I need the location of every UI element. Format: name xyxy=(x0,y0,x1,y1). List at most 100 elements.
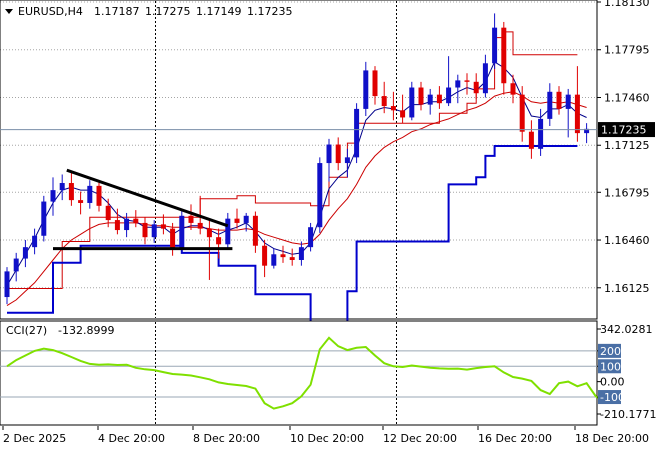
candle-body xyxy=(96,185,102,206)
candle-body xyxy=(565,94,571,109)
candle-body xyxy=(400,110,406,118)
candle-body xyxy=(114,220,120,231)
current-price-tag: 1.17235 xyxy=(598,122,655,138)
candle-body xyxy=(225,218,231,245)
ohlc-close: 1.17235 xyxy=(247,5,293,18)
candle-body xyxy=(32,235,38,248)
time-tick-label: 2 Dec 2025 xyxy=(3,432,66,445)
slow-moving-average xyxy=(6,91,587,307)
candle-body xyxy=(381,96,387,107)
price-tick-label: 1.17460 xyxy=(604,91,650,104)
candle-body xyxy=(188,215,194,223)
candle-body xyxy=(418,87,424,105)
candle-body xyxy=(151,224,157,238)
candle-body xyxy=(4,271,10,298)
candle-body xyxy=(252,215,258,246)
time-axis[interactable]: 2 Dec 2025 4 Dec 20:00 8 Dec 20:00 10 Dec 2… xyxy=(2,426,649,445)
ohlc-low: 1.17149 xyxy=(196,5,242,18)
chart-header: EURUSD,H4 1.17187 1.17275 1.17149 1.1723… xyxy=(5,5,293,18)
candle-body xyxy=(216,237,222,245)
candle-body xyxy=(50,190,56,202)
candle-body xyxy=(206,228,212,238)
time-tick-label: 10 Dec 20:00 xyxy=(290,432,364,445)
price-tick-label: 1.17125 xyxy=(604,139,650,152)
candle-body xyxy=(538,118,544,149)
candle-body xyxy=(372,70,378,97)
cci-pane[interactable]: CCI(27) -132.8999 xyxy=(0,320,606,426)
candle-body xyxy=(179,215,185,249)
candles xyxy=(4,13,590,305)
cci-tick-label: -100 xyxy=(600,391,625,404)
candle-body xyxy=(124,218,130,231)
candle-body xyxy=(142,222,148,238)
current-price-value: 1.17235 xyxy=(601,124,647,137)
candle-body xyxy=(574,94,580,134)
candle-body xyxy=(41,201,47,236)
candle-body xyxy=(234,218,240,223)
time-tick-label: 18 Dec 20:00 xyxy=(575,432,649,445)
candle-body xyxy=(13,258,19,272)
candle-body xyxy=(528,131,534,149)
price-pane[interactable]: EURUSD,H4 1.17187 1.17275 1.17149 1.1723… xyxy=(0,0,598,331)
ohlc-open: 1.17187 xyxy=(94,5,140,18)
candle-body xyxy=(280,254,286,258)
candle-body xyxy=(78,200,84,203)
cci-value: -132.8999 xyxy=(58,324,114,337)
candle-body xyxy=(160,224,166,229)
candle-body xyxy=(584,128,590,134)
candle-body xyxy=(298,247,304,260)
candle-body xyxy=(262,245,268,266)
candle-body xyxy=(326,144,332,164)
candle-body xyxy=(436,94,442,104)
cci-tick-label: 0.00 xyxy=(600,376,625,389)
candle-body xyxy=(344,157,350,164)
candle-body xyxy=(335,144,341,164)
candle-body xyxy=(105,205,111,221)
candle-body xyxy=(271,254,277,266)
candle-body xyxy=(308,227,314,248)
cci-axis[interactable]: 342.0281 200 100 0.00 -100 -210.1771 xyxy=(597,323,656,421)
cci-tick-label: 200 xyxy=(600,345,621,358)
cci-level-tag xyxy=(598,343,621,358)
candle-body xyxy=(492,27,498,64)
candle-body xyxy=(556,91,562,109)
candle-body xyxy=(409,87,415,118)
candle-body xyxy=(170,228,176,249)
price-axis[interactable]: 1.18130 1.17795 1.17460 1.17125 1.16795 1.164… xyxy=(597,0,650,295)
time-tick-label: 12 Dec 20:00 xyxy=(383,432,457,445)
candle-body xyxy=(501,27,507,84)
candle-body xyxy=(427,94,433,105)
cci-tick-label: 100 xyxy=(600,360,621,373)
candle-body xyxy=(482,63,488,94)
ohlc-high: 1.17275 xyxy=(145,5,191,18)
candle-body xyxy=(455,80,461,88)
cci-level-tag xyxy=(598,359,621,374)
candle-body xyxy=(354,108,360,158)
candle-body xyxy=(22,247,28,259)
time-tick-label: 8 Dec 20:00 xyxy=(193,432,260,445)
candle-body xyxy=(243,215,249,223)
time-tick-label: 16 Dec 20:00 xyxy=(478,432,552,445)
symbol-label: EURUSD,H4 xyxy=(18,5,83,18)
descending-resistance-trendline[interactable] xyxy=(66,168,229,228)
candle-body xyxy=(87,185,93,203)
candle-body xyxy=(446,87,452,104)
trendlines[interactable] xyxy=(53,168,233,251)
candle-body xyxy=(133,218,139,223)
candle-body xyxy=(464,80,470,82)
candle-body xyxy=(510,83,516,95)
candle-body xyxy=(289,257,295,260)
candle-body xyxy=(59,183,65,191)
cci-tick-label: 342.0281 xyxy=(600,323,653,336)
fast-moving-average xyxy=(6,61,587,286)
cci-line xyxy=(6,336,606,410)
cci-header: CCI(27) -132.8999 xyxy=(6,324,114,337)
price-tick-label: 1.18130 xyxy=(604,0,650,9)
price-tick-label: 1.17795 xyxy=(604,44,650,57)
price-tick-label: 1.16795 xyxy=(604,186,650,199)
price-tick-label: 1.16125 xyxy=(604,282,650,295)
candle-body xyxy=(197,222,203,229)
candle-body xyxy=(473,81,479,94)
cci-level-tag xyxy=(598,390,621,405)
